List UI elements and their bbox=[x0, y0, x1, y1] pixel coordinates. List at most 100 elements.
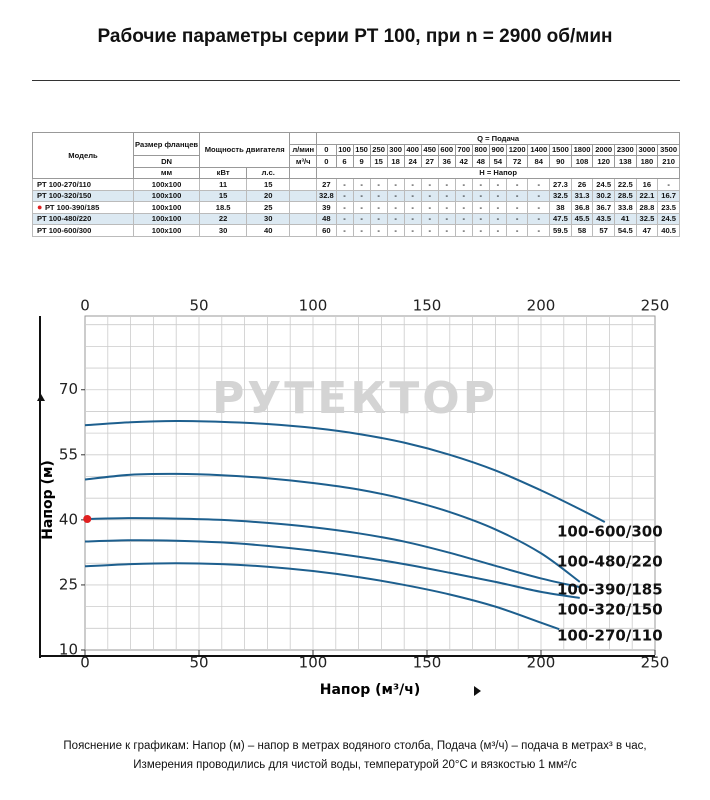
table-cell bbox=[289, 212, 318, 225]
table-cell: - bbox=[437, 189, 456, 202]
table-cell: - bbox=[369, 189, 388, 202]
q-lmin-cell: 900 bbox=[488, 143, 507, 156]
q-m3h-cell: 84 bbox=[527, 155, 551, 168]
table-row: л/мин 0 100 150 250 300 400 450 600 700 800 900 1200… bbox=[33, 143, 680, 156]
footnote-line: Измерения проводились для чистой воды, т… bbox=[133, 759, 577, 771]
table-cell: 22.5 bbox=[613, 178, 637, 191]
table-cell: - bbox=[488, 189, 507, 202]
q-lmin-cell: 250 bbox=[369, 143, 388, 156]
table-cell: - bbox=[488, 212, 507, 225]
table-cell: 23.5 bbox=[657, 201, 680, 214]
q-m3h-cell: 210 bbox=[657, 155, 680, 168]
curve-label: 100-600/300 bbox=[557, 523, 663, 541]
table-cell bbox=[289, 201, 318, 214]
x-tick-label-top: 250 bbox=[641, 297, 670, 315]
q-m3h-cell: 27 bbox=[420, 155, 439, 168]
table-cell: - bbox=[386, 189, 405, 202]
table-cell bbox=[289, 178, 318, 191]
pump-curve bbox=[84, 472, 581, 583]
table-cell: - bbox=[454, 212, 473, 225]
q-lmin-cell: 1500 bbox=[549, 143, 572, 156]
footnote: Пояснение к графикам: Напор (м) – напор … bbox=[0, 737, 710, 775]
q-m3h-cell: 54 bbox=[488, 155, 507, 168]
table-cell: - bbox=[403, 189, 422, 202]
table-cell: 15 bbox=[199, 189, 248, 202]
pump-curve bbox=[84, 419, 606, 523]
table-cell bbox=[289, 189, 318, 202]
q-lmin-cell: 600 bbox=[437, 143, 456, 156]
unit-cell: м³/ч bbox=[289, 155, 318, 168]
table-cell: - bbox=[335, 178, 354, 191]
table-row: РТ 100-320/150 100x100 15 20 32.8- - - - - - - - - - -… bbox=[32, 189, 680, 202]
table-cell: - bbox=[471, 178, 490, 191]
table-cell: 28.5 bbox=[613, 189, 637, 202]
q-m3h-cell: 6 bbox=[335, 155, 354, 168]
table-cell: - bbox=[454, 178, 473, 191]
x-tick-label: 100 bbox=[299, 654, 328, 672]
table-cell: - bbox=[352, 189, 371, 202]
table-cell: 30 bbox=[199, 224, 248, 237]
x-tick-label-top: 0 bbox=[80, 297, 90, 315]
table-cell: 40 bbox=[246, 224, 291, 237]
title: Рабочие параметры серии РТ 100, при n = … bbox=[97, 26, 613, 47]
table-cell: 11 bbox=[199, 178, 248, 191]
table-cell: 18.5 bbox=[199, 201, 248, 214]
table-cell: 27.3 bbox=[549, 178, 572, 191]
table-cell: - bbox=[420, 224, 439, 237]
table-cell: 36.7 bbox=[592, 201, 615, 214]
q-lmin-cell: 1400 bbox=[527, 143, 551, 156]
header-cell: Модель bbox=[32, 132, 134, 179]
table-cell: 15 bbox=[246, 178, 291, 191]
table-cell: - bbox=[369, 201, 388, 214]
highlight-dot: ● bbox=[37, 202, 45, 213]
table-cell: 22.1 bbox=[635, 189, 659, 202]
x-tick-label: 0 bbox=[80, 654, 90, 672]
pump-curve bbox=[84, 562, 560, 631]
table-cell: - bbox=[454, 189, 473, 202]
table-cell: - bbox=[488, 178, 507, 191]
pump-curve bbox=[84, 539, 580, 599]
table-cell: 20 bbox=[246, 189, 291, 202]
header-cell: Q = Подача bbox=[316, 132, 680, 145]
table-cell: 100x100 bbox=[132, 212, 201, 225]
table-cell: - bbox=[335, 224, 354, 237]
table-cell: 32.5 bbox=[635, 212, 659, 225]
q-lmin-cell: 800 bbox=[471, 143, 490, 156]
table-cell: - bbox=[437, 178, 456, 191]
table-cell: - bbox=[527, 189, 551, 202]
q-m3h-cell: 24 bbox=[403, 155, 422, 168]
watermark: РУТЕКТОР bbox=[212, 373, 498, 424]
curve-label: 100-480/220 bbox=[557, 553, 663, 571]
table-cell: 40.5 bbox=[657, 224, 680, 237]
table-cell: - bbox=[505, 224, 529, 237]
x-tick-label-top: 150 bbox=[413, 297, 442, 315]
q-m3h-cell: 42 bbox=[454, 155, 473, 168]
table-row: РТ 100-270/110 100x100 11 15 27- - - - - - - - - - - -2… bbox=[32, 178, 680, 191]
table-cell: - bbox=[352, 212, 371, 225]
table-cell: - bbox=[403, 224, 422, 237]
q-lmin-cell: 300 bbox=[386, 143, 405, 156]
unit-cell: л/мин bbox=[289, 143, 318, 156]
table-cell: - bbox=[527, 201, 551, 214]
table-cell: 47 bbox=[635, 224, 659, 237]
x-tick-label: 200 bbox=[527, 654, 556, 672]
table-row: DN м³/ч 0 6 9 15 18 24 27 36 42 48 54 72 84 90 108 120 138… bbox=[33, 155, 680, 168]
table-cell: 41 bbox=[613, 212, 637, 225]
table-cell: 24.5 bbox=[657, 212, 680, 225]
table-cell: - bbox=[505, 189, 529, 202]
table-cell: - bbox=[437, 201, 456, 214]
table-cell: - bbox=[437, 224, 456, 237]
y-axis-arrow bbox=[37, 394, 45, 401]
table-cell: - bbox=[352, 201, 371, 214]
table-cell: 58 bbox=[570, 224, 594, 237]
table-cell: - bbox=[335, 212, 354, 225]
table-cell: - bbox=[386, 201, 405, 214]
table-cell: - bbox=[420, 178, 439, 191]
table-cell: 16.7 bbox=[657, 189, 680, 202]
header-cell: H = Напор bbox=[316, 166, 680, 179]
table-cell: - bbox=[386, 224, 405, 237]
q-lmin-cell: 2000 bbox=[592, 143, 615, 156]
q-m3h-cell: 108 bbox=[570, 155, 594, 168]
q-lmin-cell: 700 bbox=[454, 143, 473, 156]
